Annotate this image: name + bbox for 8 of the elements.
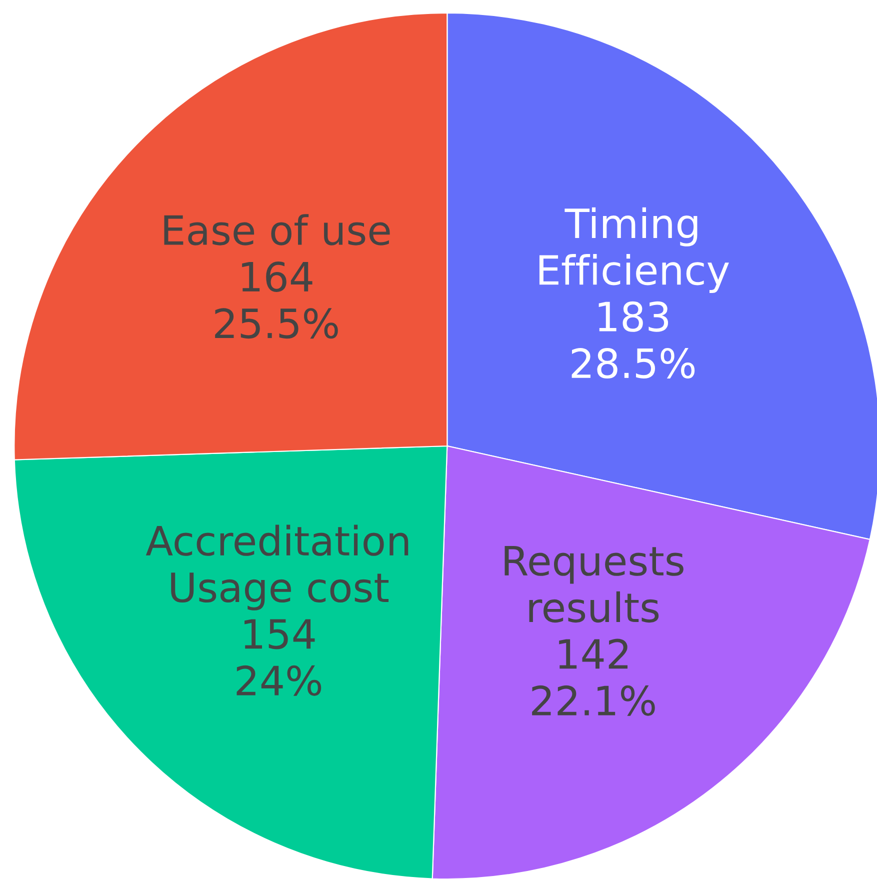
slice-label: Accreditation Usage cost <box>146 524 408 610</box>
data-label: 183 28.5% <box>572 301 695 378</box>
slice-label: Requests results <box>504 546 684 623</box>
slice-label: Timing Efficiency <box>539 207 729 294</box>
data-label: 154 24% <box>236 619 322 696</box>
slice-label: Ease of use <box>164 214 390 246</box>
data-label: 142 22.1% <box>532 638 655 716</box>
data-label: 164 25.5% <box>215 262 338 339</box>
